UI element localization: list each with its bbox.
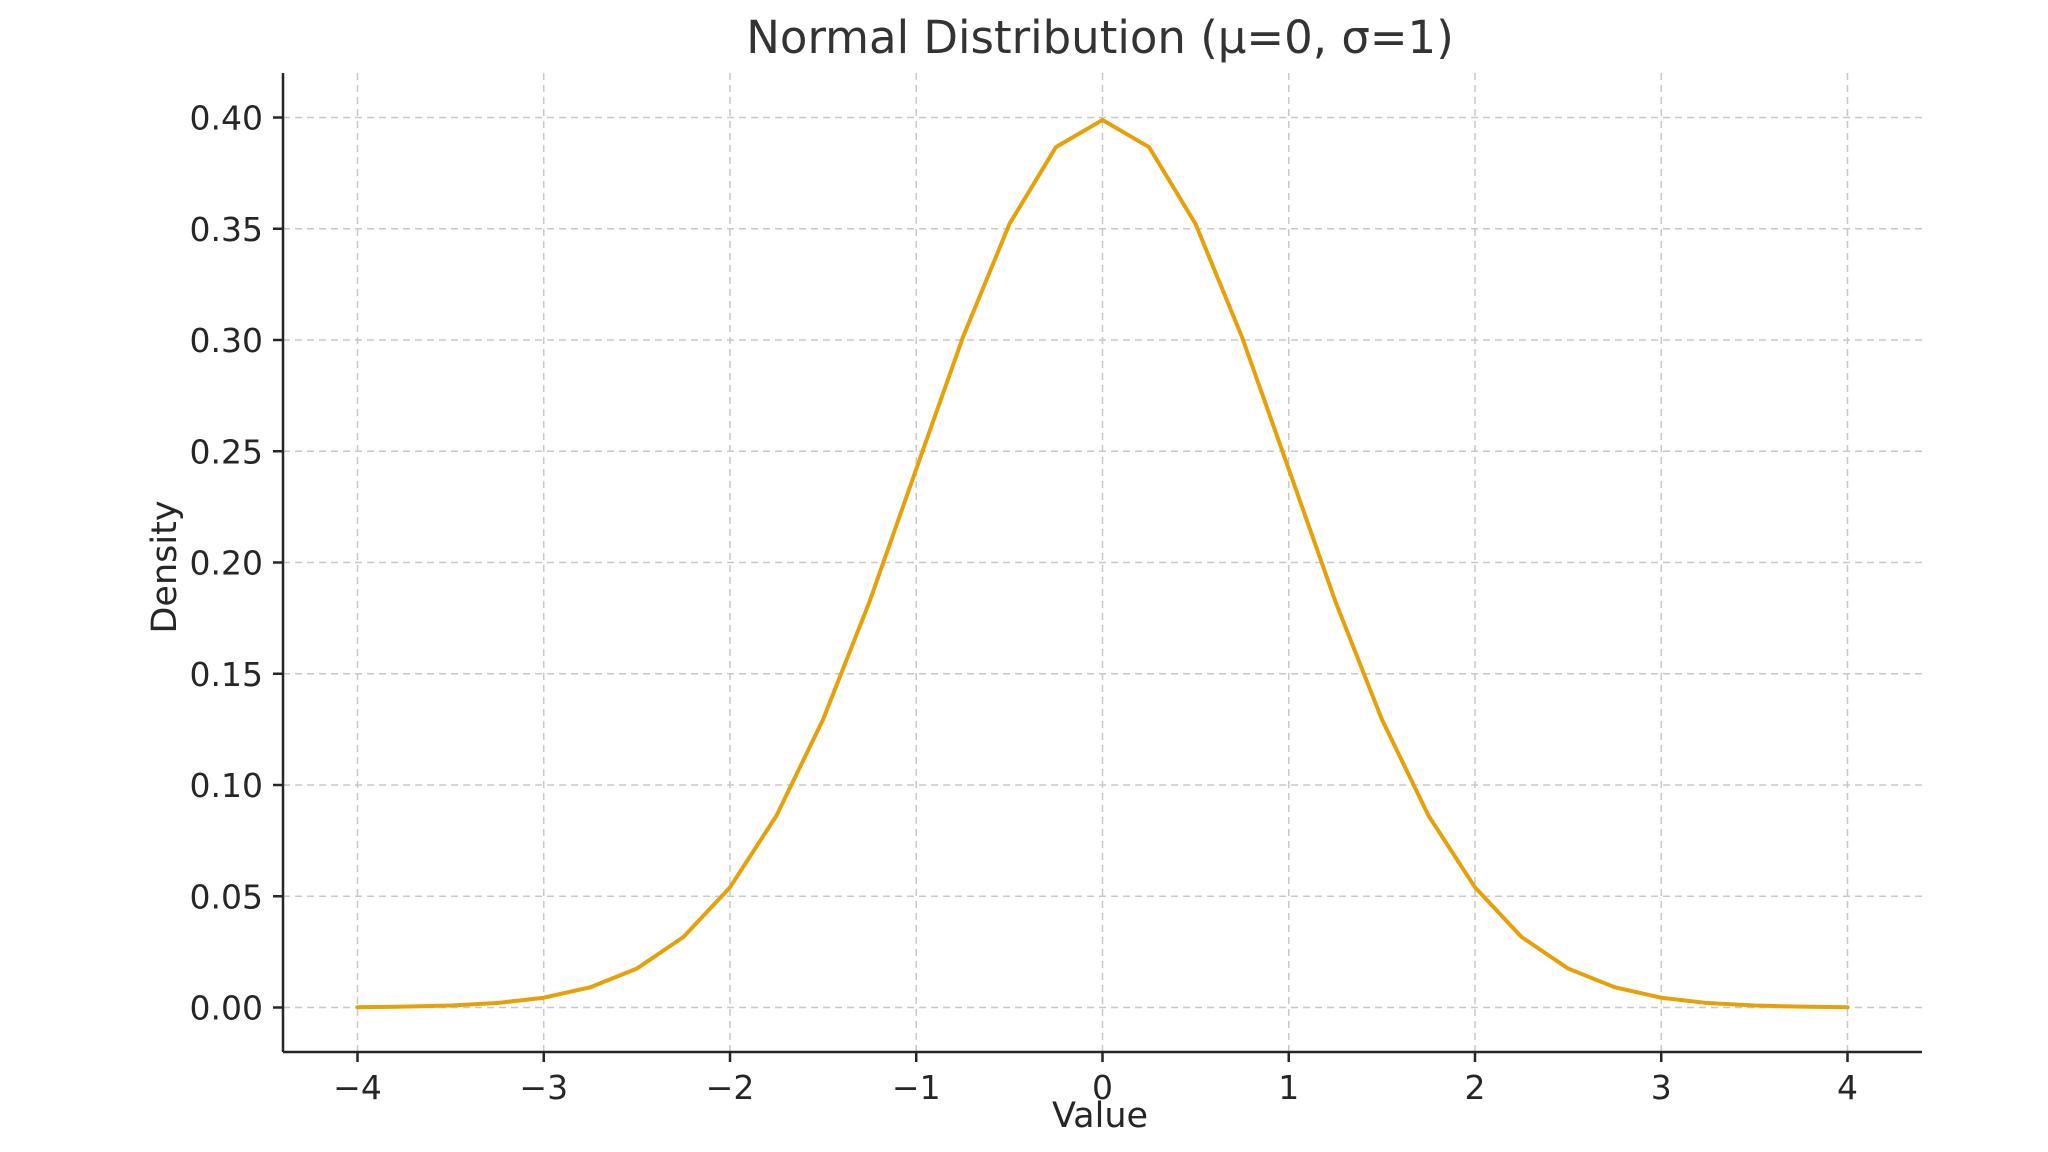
- density-curve-point: [1614, 987, 1615, 988]
- density-curve-point: [1009, 224, 1010, 225]
- x-tick-label: −1: [892, 1068, 941, 1107]
- y-tick-label: 0.40: [190, 99, 263, 138]
- y-tick-label: 0.35: [190, 210, 263, 249]
- density-curve-point: [1381, 719, 1382, 720]
- y-tick-label: 0.25: [190, 432, 263, 471]
- x-ticks: −4 −3 −2 −1 0 1 2 3 4: [333, 1052, 1858, 1107]
- density-curve-point: [1847, 1007, 1848, 1008]
- y-tick-label: 0.00: [190, 989, 263, 1028]
- density-curve-point: [450, 1005, 451, 1006]
- series-layer: [355, 117, 1850, 1010]
- x-tick-label: 3: [1651, 1068, 1672, 1107]
- density-curve-point: [1754, 1005, 1755, 1006]
- density-curve-point: [1475, 887, 1476, 888]
- density-curve-point: [823, 719, 824, 720]
- x-axis-label: Value: [1052, 1096, 1148, 1136]
- density-curve-point: [1242, 337, 1243, 338]
- density-curve-point: [1149, 147, 1150, 148]
- density-curve-point: [776, 815, 777, 816]
- x-tick-label: 2: [1465, 1068, 1486, 1107]
- density-curve-point: [1102, 119, 1103, 120]
- density-curve-point: [590, 987, 591, 988]
- density-curve-point: [636, 968, 637, 969]
- chart-title: Normal Distribution (μ=0, σ=1): [746, 11, 1454, 64]
- density-curve-point: [916, 469, 917, 470]
- y-tick-label: 0.20: [190, 544, 263, 583]
- density-curve-point: [1335, 601, 1336, 602]
- density-curve-point: [683, 936, 684, 937]
- density-curve-point: [1521, 936, 1522, 937]
- density-curve-point: [1288, 469, 1289, 470]
- density-curve-point: [1568, 968, 1569, 969]
- y-tick-label: 0.15: [190, 655, 263, 694]
- density-curve-point: [543, 997, 544, 998]
- density-curve-point: [1428, 815, 1429, 816]
- density-curve-point: [357, 1007, 358, 1008]
- x-tick-label: 0: [1092, 1068, 1113, 1107]
- density-curve-point: [962, 337, 963, 338]
- x-tick-label: −3: [519, 1068, 568, 1107]
- density-curve-point: [497, 1003, 498, 1004]
- x-tick-label: −2: [706, 1068, 755, 1107]
- density-curve-point: [869, 601, 870, 602]
- y-ticks: 0.00 0.05 0.10 0.15 0.20 0.25 0.30 0.35 0.40: [190, 99, 283, 1028]
- density-curve-point: [404, 1006, 405, 1007]
- density-curve-point: [1800, 1006, 1801, 1007]
- y-tick-label: 0.10: [190, 766, 263, 805]
- density-curve-point: [1195, 224, 1196, 225]
- y-axis-label: Density: [145, 500, 185, 633]
- y-tick-label: 0.30: [190, 321, 263, 360]
- density-curve-point: [1055, 147, 1056, 148]
- x-tick-label: −4: [333, 1068, 382, 1107]
- x-tick-label: 4: [1837, 1068, 1858, 1107]
- y-tick-label: 0.05: [190, 877, 263, 916]
- density-curve-point: [1661, 997, 1662, 998]
- x-tick-label: 1: [1278, 1068, 1299, 1107]
- density-curve-point: [1707, 1003, 1708, 1004]
- grid: [283, 73, 1922, 1052]
- density-curve-point: [730, 887, 731, 888]
- density-curve-line: [355, 117, 1850, 1010]
